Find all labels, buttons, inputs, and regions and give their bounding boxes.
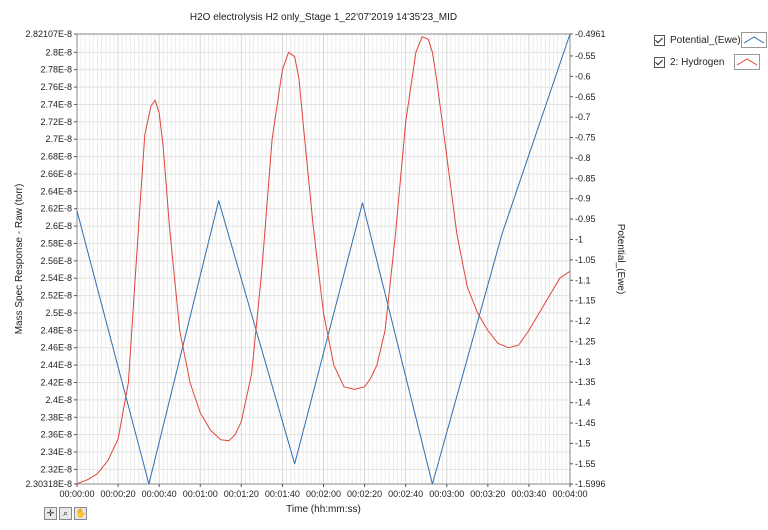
legend: Potential_(Ewe) 2: Hydrogen <box>654 30 767 74</box>
checkbox-icon[interactable] <box>654 56 665 68</box>
right-tick-label: -1.25 <box>575 336 596 346</box>
right-tick-label: -1.55 <box>575 459 596 469</box>
right-tick-label: -0.4961 <box>575 29 606 39</box>
x-tick-label: 00:00:40 <box>142 489 177 499</box>
left-tick-label: 2.7E-8 <box>45 134 72 144</box>
right-tick-label: -1.5996 <box>575 479 606 489</box>
left-tick-label: 2.68E-8 <box>40 152 72 162</box>
right-tick-label: -1.45 <box>575 418 596 428</box>
x-axis-title: Time (hh:mm:ss) <box>286 504 361 515</box>
right-tick-label: -1.15 <box>575 296 596 306</box>
x-tick-label: 00:04:00 <box>552 489 587 499</box>
left-tick-label: 2.62E-8 <box>40 204 72 214</box>
right-tick-label: -0.95 <box>575 214 596 224</box>
left-tick-label: 2.38E-8 <box>40 412 72 422</box>
series <box>76 33 571 485</box>
left-tick-label: 2.76E-8 <box>40 82 72 92</box>
x-tick-label: 00:03:40 <box>511 489 546 499</box>
right-tick-label: -1.35 <box>575 377 596 387</box>
x-tick-label: 00:02:20 <box>347 489 382 499</box>
x-tick-label: 00:01:00 <box>183 489 218 499</box>
left-tick-label: 2.42E-8 <box>40 377 72 387</box>
graph-toolbar: ✛ ⌕ ✋ <box>44 507 89 520</box>
left-axis-title: Mass Spec Response - Raw (torr) <box>14 184 25 335</box>
left-tick-label: 2.32E-8 <box>40 464 72 474</box>
left-tick-label: 2.54E-8 <box>40 273 72 283</box>
right-tick-label: -0.9 <box>575 194 591 204</box>
checkbox-icon[interactable] <box>654 34 665 46</box>
left-tick-label: 2.56E-8 <box>40 256 72 266</box>
right-tick-label: -0.6 <box>575 71 591 81</box>
grid <box>76 33 571 485</box>
right-tick-label: -1.5 <box>575 438 591 448</box>
legend-item-hydrogen[interactable]: 2: Hydrogen <box>654 52 764 72</box>
legend-label-hydrogen: 2: Hydrogen <box>670 56 725 68</box>
left-tick-label: 2.48E-8 <box>40 325 72 335</box>
left-tick-label: 2.5E-8 <box>45 308 72 318</box>
right-tick-label: -0.75 <box>575 133 596 143</box>
series-line-hydrogen <box>76 36 571 485</box>
left-tick-label: 2.4E-8 <box>45 395 72 405</box>
left-tick-label: 2.34E-8 <box>40 447 72 457</box>
x-tick-label: 00:01:20 <box>224 489 259 499</box>
right-tick-label: -0.7 <box>575 112 591 122</box>
left-tick-label: 2.66E-8 <box>40 169 72 179</box>
right-tick-label: -1.4 <box>575 398 591 408</box>
right-tick-label: -1.1 <box>575 275 591 285</box>
cursor-move-icon[interactable]: ✛ <box>44 507 57 520</box>
left-tick-label: 2.82107E-8 <box>25 29 72 39</box>
x-tick-label: 00:02:00 <box>306 489 341 499</box>
x-axis: 00:00:00 00:00:20 00:00:40 00:01:00 00:01:20… <box>59 484 588 499</box>
right-tick-label: -1.05 <box>575 255 596 265</box>
right-tick-label: -0.65 <box>575 92 596 102</box>
right-tick-label: -0.85 <box>575 173 596 183</box>
right-tick-label: -1 <box>575 234 583 244</box>
left-tick-label: 2.74E-8 <box>40 99 72 109</box>
x-tick-label: 00:00:20 <box>101 489 136 499</box>
left-tick-label: 2.44E-8 <box>40 360 72 370</box>
series-line-potential <box>76 33 571 485</box>
left-axis: 2.30318E-8 2.32E-8 2.34E-8 2.36E-8 2.38E-8 2.… <box>25 29 77 489</box>
left-tick-label: 2.46E-8 <box>40 343 72 353</box>
left-tick-label: 2.36E-8 <box>40 430 72 440</box>
legend-swatch-potential[interactable] <box>740 32 767 48</box>
x-tick-label: 00:02:40 <box>388 489 423 499</box>
x-tick-label: 00:03:00 <box>429 489 464 499</box>
pan-hand-icon[interactable]: ✋ <box>74 507 87 520</box>
right-tick-label: -0.8 <box>575 153 591 163</box>
left-tick-label: 2.30318E-8 <box>25 479 72 489</box>
right-tick-label: -1.3 <box>575 357 591 367</box>
chart-title: H2O electrolysis H2 only_Stage 1_22'07'2… <box>190 12 457 23</box>
left-tick-label: 2.64E-8 <box>40 186 72 196</box>
x-tick-label: 00:03:20 <box>470 489 505 499</box>
right-tick-label: -0.55 <box>575 51 596 61</box>
left-tick-label: 2.52E-8 <box>40 291 72 301</box>
legend-item-potential[interactable]: Potential_(Ewe) <box>654 30 767 50</box>
left-tick-label: 2.8E-8 <box>45 47 72 57</box>
x-tick-label: 00:00:00 <box>59 489 94 499</box>
left-tick-label: 2.58E-8 <box>40 238 72 248</box>
x-tick-label: 00:01:40 <box>265 489 300 499</box>
legend-swatch-hydrogen[interactable] <box>734 54 760 70</box>
right-axis: -1.5996 -1.55 -1.5 -1.45 -1.4 -1.35 -1.3 -1.25 -… <box>570 29 606 489</box>
zoom-icon[interactable]: ⌕ <box>59 507 72 520</box>
left-tick-label: 2.78E-8 <box>40 65 72 75</box>
left-tick-label: 2.72E-8 <box>40 117 72 127</box>
right-axis-title: Potential_(Ewe) <box>615 224 626 295</box>
right-tick-label: -1.2 <box>575 316 591 326</box>
left-tick-label: 2.6E-8 <box>45 221 72 231</box>
legend-label-potential: Potential_(Ewe) <box>670 34 741 46</box>
